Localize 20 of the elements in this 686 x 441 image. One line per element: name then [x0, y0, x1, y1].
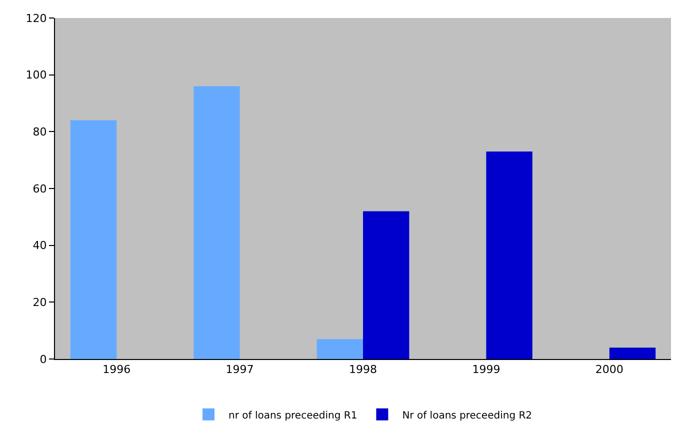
- bar: [194, 86, 240, 359]
- y-tick-label: 80: [32, 126, 47, 139]
- x-tick-label: 1999: [472, 363, 500, 376]
- y-tick-label: 20: [32, 296, 47, 310]
- x-tick-label: 2000: [595, 363, 624, 376]
- y-tick-label: 0: [40, 352, 47, 366]
- y-tick-label: 40: [32, 239, 47, 252]
- bar: [609, 348, 656, 359]
- bar: [363, 211, 410, 359]
- legend-label: Nr of loans preceeding R2: [402, 410, 532, 422]
- bar: [316, 339, 363, 359]
- y-tick-label: 100: [26, 68, 47, 82]
- x-tick-label: 1997: [226, 363, 254, 376]
- x-tick-label: 1998: [349, 363, 377, 376]
- legend-label: nr of loans preceeding R1: [228, 410, 358, 422]
- x-tick-label: 1996: [102, 363, 131, 376]
- bar: [70, 120, 117, 359]
- y-tick-label: 60: [32, 182, 47, 196]
- y-tick-label: 120: [26, 12, 47, 25]
- bar: [486, 152, 532, 359]
